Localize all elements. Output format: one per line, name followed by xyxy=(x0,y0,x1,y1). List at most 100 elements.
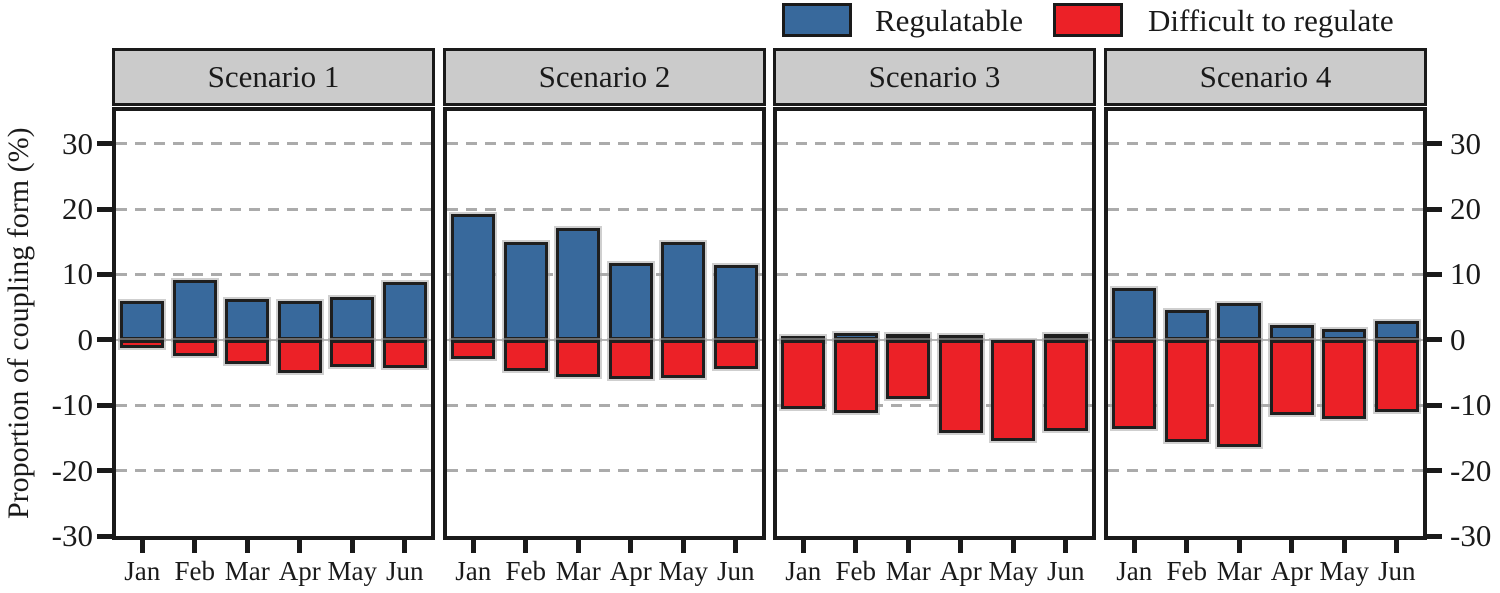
gridline-20 xyxy=(447,207,762,211)
legend-swatch-difficult-icon xyxy=(1053,3,1123,37)
gridline-20 xyxy=(116,207,431,211)
x-label-apr: Apr xyxy=(278,556,321,586)
bar-difficult-jun xyxy=(713,339,758,369)
bar-difficult-feb xyxy=(1164,339,1209,442)
bar-difficult-may xyxy=(1322,339,1367,419)
x-label-may: May xyxy=(988,556,1039,586)
bar-difficult-apr xyxy=(1269,339,1314,416)
y-label-left--30: -30 xyxy=(51,518,93,553)
x-label-jun: Jun xyxy=(1046,556,1085,586)
y-tick-left-20 xyxy=(97,206,112,212)
y-tick-right--10 xyxy=(1427,402,1442,408)
x-tick-jan xyxy=(1131,539,1137,553)
x-label-apr: Apr xyxy=(1270,556,1313,586)
x-tick-may xyxy=(1341,539,1347,553)
x-label-apr: Apr xyxy=(939,556,982,586)
bar-regulatable-feb xyxy=(172,279,217,340)
zero-line xyxy=(447,338,762,341)
bar-difficult-jan xyxy=(1112,339,1157,430)
y-tick-right-30 xyxy=(1427,141,1442,147)
panel-header-scenario-1: Scenario 1 xyxy=(112,48,435,106)
x-tick-may xyxy=(349,539,355,553)
y-tick-right-10 xyxy=(1427,271,1442,277)
gridline-30 xyxy=(447,142,762,146)
bar-difficult-feb xyxy=(833,339,878,414)
x-label-feb: Feb xyxy=(1166,556,1208,586)
panel-plot-scenario-1 xyxy=(112,107,435,540)
panel-plot-scenario-4 xyxy=(1104,107,1427,540)
y-label-left-20: 20 xyxy=(62,191,93,227)
y-label-left-30: 30 xyxy=(62,125,93,161)
plot-area xyxy=(116,111,431,536)
x-tick-mar xyxy=(575,539,581,553)
legend-swatch-regulatable-icon xyxy=(782,3,852,37)
bar-difficult-jun xyxy=(1374,339,1419,413)
bar-regulatable-feb xyxy=(1164,309,1209,340)
bar-regulatable-feb xyxy=(833,333,878,340)
zero-line xyxy=(116,338,431,341)
bar-regulatable-jan xyxy=(1112,288,1157,340)
y-tick-left--20 xyxy=(97,468,112,474)
panel-header-scenario-2: Scenario 2 xyxy=(443,48,766,106)
x-tick-feb xyxy=(853,539,859,553)
x-label-jun: Jun xyxy=(716,556,755,586)
y-label-left-10: 10 xyxy=(62,256,93,292)
x-label-apr: Apr xyxy=(609,556,652,586)
y-tick-right-20 xyxy=(1427,206,1442,212)
x-label-mar: Mar xyxy=(1216,556,1262,586)
y-tick-right--20 xyxy=(1427,468,1442,474)
x-tick-mar xyxy=(1236,539,1242,553)
plot-area xyxy=(1108,111,1423,536)
bar-difficult-mar xyxy=(556,339,601,378)
bar-regulatable-apr xyxy=(938,335,983,342)
bar-regulatable-mar xyxy=(225,298,270,340)
bar-difficult-mar xyxy=(225,339,270,365)
y-tick-left--30 xyxy=(97,533,112,539)
bar-regulatable-jun xyxy=(713,265,758,340)
y-label-right--30: -30 xyxy=(1450,518,1492,553)
x-label-may: May xyxy=(327,556,378,586)
x-tick-jun xyxy=(1063,539,1069,553)
gridline-10 xyxy=(777,272,1092,276)
gridline--10 xyxy=(447,403,762,407)
bar-difficult-jan xyxy=(781,339,826,410)
x-tick-apr xyxy=(297,539,303,553)
x-tick-apr xyxy=(628,539,634,553)
y-tick-left-10 xyxy=(97,271,112,277)
x-tick-jan xyxy=(139,539,145,553)
gridline--20 xyxy=(116,469,431,473)
gridline--20 xyxy=(777,469,1092,473)
plot-area xyxy=(777,111,1092,536)
panel-header-scenario-4: Scenario 4 xyxy=(1104,48,1427,106)
x-tick-may xyxy=(1010,539,1016,553)
bar-regulatable-may xyxy=(1322,328,1367,340)
bar-regulatable-jan xyxy=(451,213,496,340)
x-label-feb: Feb xyxy=(835,556,877,586)
bar-regulatable-apr xyxy=(608,262,653,340)
y-label-right-20: 20 xyxy=(1450,191,1481,227)
gridline-10 xyxy=(1108,272,1423,276)
panel-header-scenario-3: Scenario 3 xyxy=(773,48,1096,106)
bar-regulatable-may xyxy=(330,296,375,340)
y-label-left--20: -20 xyxy=(51,452,93,488)
y-label-right--10: -10 xyxy=(1450,387,1492,423)
y-tick-left--10 xyxy=(97,402,112,408)
bar-regulatable-mar xyxy=(886,333,931,340)
bar-difficult-may xyxy=(330,339,375,368)
x-tick-jun xyxy=(733,539,739,553)
y-label-right-0: 0 xyxy=(1450,321,1466,357)
panel-plot-scenario-2 xyxy=(443,107,766,540)
bar-difficult-mar xyxy=(1217,339,1262,448)
bar-difficult-apr xyxy=(608,339,653,380)
y-label-right-30: 30 xyxy=(1450,125,1481,161)
x-tick-mar xyxy=(905,539,911,553)
y-label-right--20: -20 xyxy=(1450,452,1492,488)
y-tick-right--30 xyxy=(1427,533,1442,539)
gridline--10 xyxy=(777,403,1092,407)
bar-difficult-apr xyxy=(277,339,322,374)
bar-regulatable-apr xyxy=(1269,324,1314,340)
bar-regulatable-mar xyxy=(1217,303,1262,340)
panel-title: Scenario 4 xyxy=(1199,59,1332,94)
y-label-left-0: 0 xyxy=(77,321,94,357)
